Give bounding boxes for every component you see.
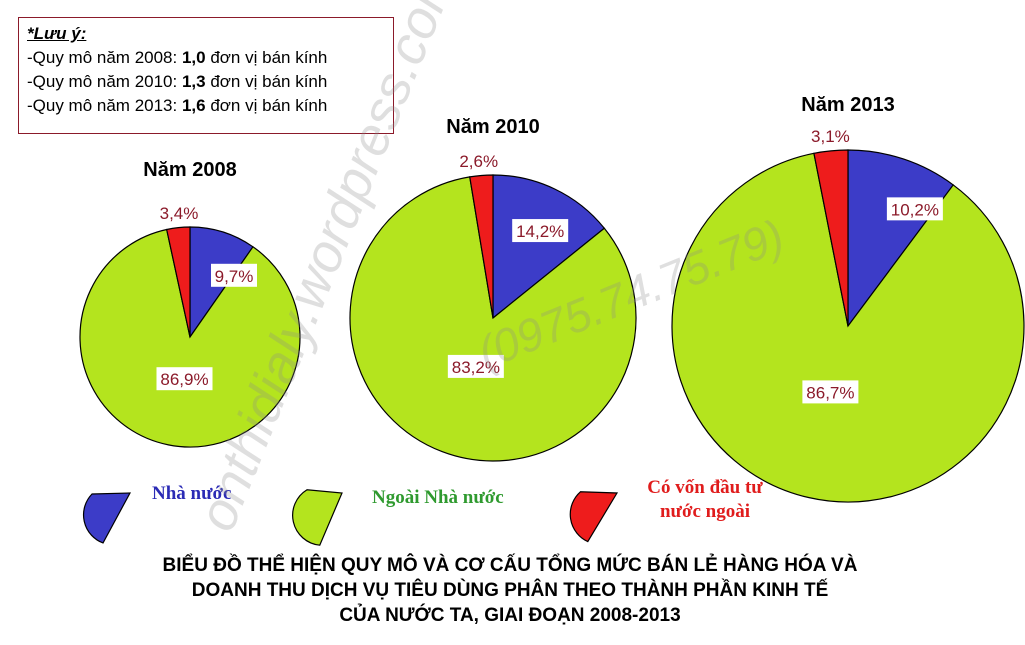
pie-0-label-0: 9,7% [215, 267, 254, 286]
note-box: *Lưu ý: -Quy mô năm 2008: 1,0 đơn vị bán… [18, 17, 394, 134]
pie-0-label-2: 3,4% [160, 204, 199, 223]
pie-1-title: Năm 2010 [446, 116, 539, 138]
caption-line-1: BIỂU ĐỒ THỂ HIỆN QUY MÔ VÀ CƠ CẤU TỔNG M… [162, 555, 858, 576]
note-title: *Lưu ý: [27, 24, 87, 43]
caption-line-3: CỦA NƯỚC TA, GIAI ĐOẠN 2008-2013 [339, 605, 681, 626]
note-line-2013: -Quy mô năm 2013: 1,6 đơn vị bán kính [27, 96, 328, 115]
pie-2-slice-2 [813, 149, 849, 327]
pie-0: Năm 2008 9,7% 86,9% 3,4% [79, 159, 301, 448]
pie-1-slice-0 [492, 174, 606, 320]
pie-1-label-1: 83,2% [452, 358, 500, 377]
chart-caption: BIỂU ĐỒ THỂ HIỆN QUY MÔ VÀ CƠ CẤU TỔNG M… [60, 553, 960, 628]
pie-0-label-1: 86,9% [160, 370, 208, 389]
pie-2-label-2: 3,1% [811, 127, 850, 146]
pie-2: Năm 2013 10,2% 86,7% 3,1% [671, 94, 1025, 503]
pie-1-label-bg-0 [512, 219, 569, 243]
pie-2-title: Năm 2013 [801, 94, 894, 116]
pie-2-label-bg-1 [802, 380, 859, 404]
legend-swatch-1 [292, 489, 343, 546]
legend-label-foreign: Có vốn đầu tư nước ngoài [647, 477, 763, 522]
legend-swatch-2 [569, 491, 619, 543]
pie-2-slice-1 [671, 152, 1025, 503]
legend-label-state: Nhà nước [152, 483, 232, 504]
caption-line-2: DOANH THU DỊCH VỤ TIÊU DÙNG PHÂN THEO TH… [191, 580, 829, 601]
pie-2-label-0: 10,2% [891, 200, 939, 219]
legend-label-non-state: Ngoài Nhà nước [372, 487, 504, 508]
pie-0-label-bg-1 [156, 367, 213, 391]
pie-2-label-1: 86,7% [806, 383, 854, 402]
pie-1-label-bg-1 [447, 354, 504, 378]
pie-0-label-bg-0 [211, 263, 257, 287]
note-line-2008: -Quy mô năm 2008: 1,0 đơn vị bán kính [27, 48, 328, 67]
pie-1-label-0: 14,2% [516, 222, 564, 241]
pie-0-title: Năm 2008 [143, 159, 236, 181]
pie-1-label-2: 2,6% [459, 152, 498, 171]
pie-0-slice-2 [165, 226, 191, 338]
pie-1-slice-1 [349, 176, 637, 462]
pie-2-label-bg-0 [886, 197, 943, 221]
pie-1: Năm 2010 14,2% 83,2% 2,6% [349, 116, 637, 462]
pie-2-slice-0 [847, 149, 955, 328]
pie-1-slice-2 [469, 174, 494, 319]
note-line-2010: -Quy mô năm 2010: 1,3 đơn vị bán kính [27, 72, 328, 91]
legend-swatch-0 [83, 492, 132, 544]
